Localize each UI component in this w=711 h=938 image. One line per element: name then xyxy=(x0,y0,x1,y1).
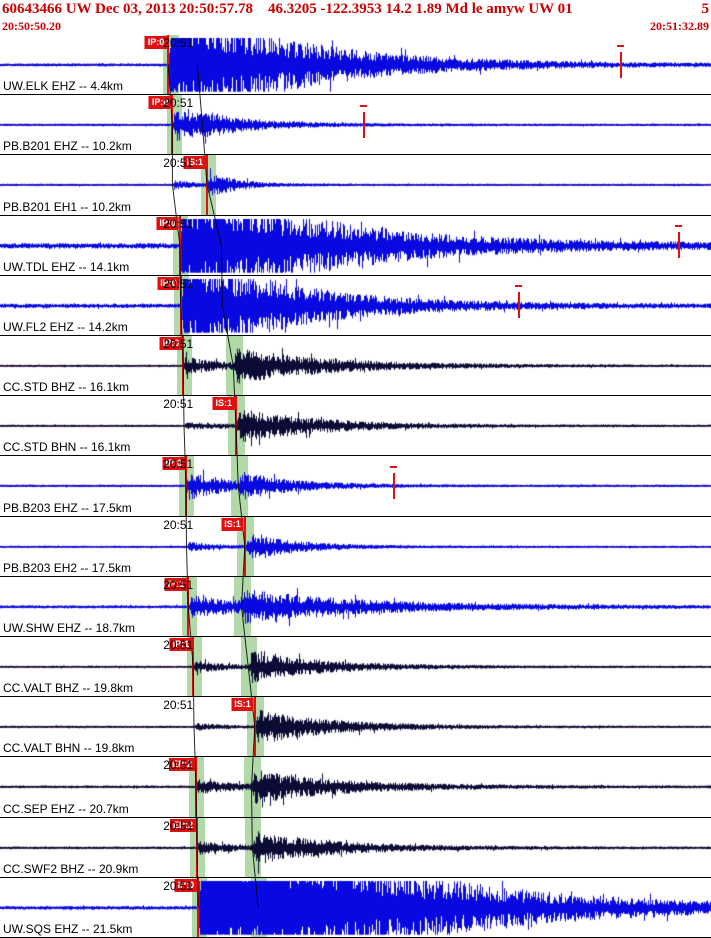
minute-tick-label: 20:51 xyxy=(163,276,194,291)
minute-tick-label: 20:51 xyxy=(163,156,194,171)
station-label: CC.STD BHN -- 16.1km xyxy=(3,440,131,455)
amplitude-marker-dash xyxy=(514,285,522,288)
minute-tick-label: 20:51 xyxy=(163,337,194,352)
minute-tick-label: 20:51 xyxy=(163,397,194,412)
waveform-canvas[interactable] xyxy=(0,275,711,335)
waveform-canvas[interactable] xyxy=(0,516,711,576)
trace-row[interactable]: IP:0 20:51 UW.FL2 EHZ -- 14.2km xyxy=(0,275,711,337)
event-summary-right: 5 xyxy=(701,1,710,17)
header: 60643466 UW Dec 03, 2013 20:50:57.78 46.… xyxy=(0,0,711,35)
pick-line[interactable] xyxy=(196,817,199,877)
station-label: PB.B203 EHZ -- 17.5km xyxy=(3,500,132,515)
station-label: CC.SWF2 BHZ -- 20.9km xyxy=(3,861,139,876)
station-label: UW.ELK EHZ -- 4.4km xyxy=(3,79,124,94)
waveform-canvas[interactable] xyxy=(0,817,711,877)
trace-row[interactable]: IS:1 20:51 CC.VALT BHN -- 19.8km xyxy=(0,697,711,758)
minute-tick-label: 20:51 xyxy=(163,818,194,833)
trace-row[interactable]: IP:0 20:51 PB.B201 EHZ -- 10.2km xyxy=(0,95,711,156)
minute-tick-label: 20:51 xyxy=(163,517,194,532)
pick-flag[interactable]: IS:1 xyxy=(212,397,235,411)
minute-tick-label: 20:51 xyxy=(163,36,194,50)
trace-row[interactable]: IP:0 20:51 CC.STD BHZ -- 16.1km xyxy=(0,336,711,397)
minute-tick-label: 20:51 xyxy=(163,878,194,893)
amplitude-marker[interactable] xyxy=(677,232,680,259)
station-label: CC.SEP EHZ -- 20.7km xyxy=(3,801,129,816)
trace-row[interactable]: IS:1 20:51 PB.B203 EH2 -- 17.5km xyxy=(0,516,711,577)
waveform-canvas[interactable] xyxy=(0,336,711,396)
minute-tick-label: 20:51 xyxy=(163,216,194,231)
waveform-canvas[interactable] xyxy=(0,576,711,636)
station-label: UW.SQS EHZ -- 21.5km xyxy=(3,922,133,937)
pick-line[interactable] xyxy=(235,396,237,456)
pick-line[interactable] xyxy=(195,757,198,817)
waveform-canvas[interactable] xyxy=(0,215,711,275)
event-summary: 60643466 UW Dec 03, 2013 20:50:57.78 46.… xyxy=(2,1,573,17)
station-label: UW.SHW EHZ -- 18.7km xyxy=(3,621,136,636)
waveform-canvas[interactable] xyxy=(0,396,711,456)
trace-row[interactable]: EP:2 20:51 CC.SWF2 BHZ -- 20.9km xyxy=(0,817,711,878)
amplitude-marker[interactable] xyxy=(517,292,520,319)
trace-row[interactable]: IP:1 20:51 CC.VALT BHZ -- 19.8km xyxy=(0,637,711,698)
window-end-time: 20:51:32.89 xyxy=(650,19,709,33)
trace-row[interactable]: IS:1 20:51 PB.B201 EH1 -- 10.2km xyxy=(0,155,711,216)
station-label: PB.B201 EH1 -- 10.2km xyxy=(3,199,132,214)
trace-row[interactable]: IP:0 20:51 UW.SQS EHZ -- 21.5km xyxy=(0,877,711,938)
trace-row[interactable]: IP:1 20:51 UW.SHW EHZ -- 18.7km xyxy=(0,576,711,638)
event-summary-line: 60643466 UW Dec 03, 2013 20:50:57.78 46.… xyxy=(2,0,709,19)
waveform-canvas[interactable] xyxy=(0,877,711,937)
pick-line[interactable] xyxy=(243,516,246,576)
minute-tick-label: 20:51 xyxy=(163,758,194,773)
trace-row[interactable]: IP:0 20:51 UW.ELK EHZ -- 4.4km xyxy=(0,35,711,96)
station-label: PB.B203 EH2 -- 17.5km xyxy=(3,560,132,575)
trace-row[interactable]: IS:1 20:51 CC.STD BHN -- 16.1km xyxy=(0,396,711,457)
pick-line[interactable] xyxy=(206,155,209,215)
waveform-canvas[interactable] xyxy=(0,456,711,516)
trace-list: IP:0 20:51 UW.ELK EHZ -- 4.4km IP:0 20:5… xyxy=(0,35,711,938)
waveform-canvas[interactable] xyxy=(0,35,711,94)
pick-line[interactable] xyxy=(253,697,256,757)
minute-tick-label: 20:51 xyxy=(163,698,194,713)
amplitude-marker-dash xyxy=(360,104,368,107)
amplitude-marker-dash xyxy=(616,44,624,47)
station-label: PB.B201 EHZ -- 10.2km xyxy=(3,139,132,154)
station-label: UW.FL2 EHZ -- 14.2km xyxy=(3,320,128,335)
amplitude-marker-dash xyxy=(674,225,682,228)
station-label: CC.VALT BHN -- 19.8km xyxy=(3,741,135,756)
pick-flag[interactable]: IP:0 xyxy=(144,36,168,49)
amplitude-marker[interactable] xyxy=(619,51,622,78)
time-window-line: 20:50:50.20 20:51:32.89 xyxy=(2,19,709,35)
minute-tick-label: 20:51 xyxy=(163,96,194,111)
minute-tick-label: 20:51 xyxy=(163,457,194,472)
station-label: UW.TDL EHZ -- 14.1km xyxy=(3,259,130,274)
pick-line[interactable] xyxy=(197,877,200,938)
pick-flag[interactable]: IS:1 xyxy=(221,517,244,531)
waveform-canvas[interactable] xyxy=(0,155,711,215)
trace-row[interactable]: IP:0 20:51 PB.B203 EHZ -- 17.5km xyxy=(0,456,711,517)
station-label: CC.STD BHZ -- 16.1km xyxy=(3,380,130,395)
trace-row[interactable]: IP:0 20:51 UW.TDL EHZ -- 14.1km xyxy=(0,215,711,276)
window-start-time: 20:50:50.20 xyxy=(2,19,61,33)
station-label: CC.VALT BHZ -- 19.8km xyxy=(3,681,134,696)
waveform-canvas[interactable] xyxy=(0,637,711,697)
waveform-canvas[interactable] xyxy=(0,697,711,757)
trace-row[interactable]: EP:2 20:51 CC.SEP EHZ -- 20.7km xyxy=(0,757,711,818)
minute-tick-label: 20:51 xyxy=(163,577,194,592)
waveform-canvas[interactable] xyxy=(0,95,711,155)
amplitude-marker-dash xyxy=(390,465,398,468)
minute-tick-label: 20:51 xyxy=(163,638,194,653)
pick-flag[interactable]: IP:0 xyxy=(148,96,172,110)
amplitude-marker[interactable] xyxy=(393,472,396,499)
waveform-canvas[interactable] xyxy=(0,757,711,817)
amplitude-marker[interactable] xyxy=(363,111,366,138)
pick-flag[interactable]: IS:1 xyxy=(231,698,254,712)
